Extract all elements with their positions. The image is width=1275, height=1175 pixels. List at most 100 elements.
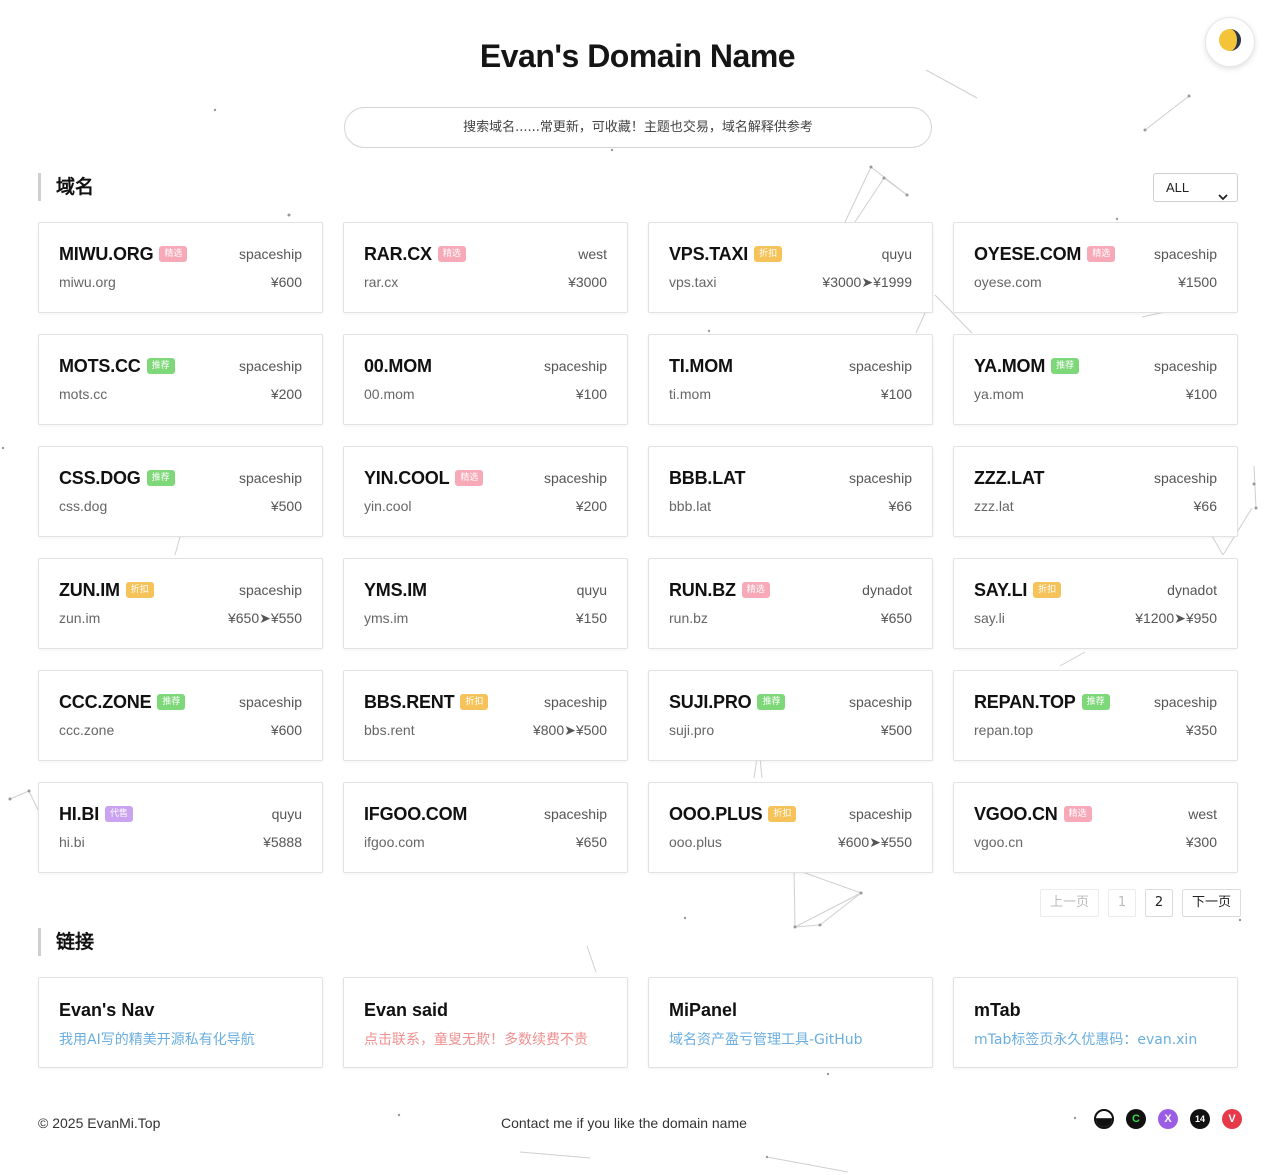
domain-lowercase: ccc.zone — [59, 722, 115, 738]
domain-lowercase: yin.cool — [364, 498, 412, 514]
domain-name-row: HI.BI 代售 — [59, 803, 134, 825]
theme-toggle-button[interactable] — [1205, 17, 1255, 67]
registrar-label: spaceship — [238, 694, 302, 710]
domain-card[interactable]: SAY.LI 折扣 dynadot say.li ¥1200➤¥950 — [953, 558, 1238, 649]
red-v-icon[interactable]: V — [1222, 1109, 1242, 1129]
domain-card[interactable]: REPAN.TOP 推荐 spaceship repan.top ¥350 — [953, 670, 1238, 761]
domain-name-row: SUJI.PRO 推荐 — [669, 691, 786, 713]
domain-name-row: OOO.PLUS 折扣 — [669, 803, 797, 825]
link-card[interactable]: mTab mTab标签页永久优惠码：evan.xin — [953, 977, 1238, 1068]
link-description[interactable]: 点击联系，童叟无欺！多数续费不贵 — [364, 1032, 588, 1048]
domain-name-row: CCC.ZONE 推荐 — [59, 691, 186, 713]
link-card[interactable]: Evan's Nav 我用AI写的精美开源私有化导航 — [38, 977, 323, 1068]
domain-name: REPAN.TOP — [974, 691, 1076, 712]
badge-jingxuan: 精选 — [437, 246, 466, 262]
registrar-label: spaceship — [1153, 246, 1217, 262]
next-page-button[interactable]: 下一页 — [1182, 889, 1241, 917]
domain-price: ¥100 — [880, 386, 912, 402]
filter-select[interactable]: ALL — [1153, 173, 1238, 202]
link-title: MiPanel — [669, 1000, 738, 1020]
registrar-label: west — [1188, 806, 1217, 822]
page-title: Evan's Domain Name — [479, 38, 796, 74]
domain-card[interactable]: YMS.IM quyu yms.im ¥150 — [343, 558, 628, 649]
domain-card[interactable]: BBS.RENT 折扣 spaceship bbs.rent ¥800➤¥500 — [343, 670, 628, 761]
domain-lowercase: zun.im — [59, 610, 101, 626]
registrar-label: quyu — [576, 582, 607, 598]
domain-price: ¥600➤¥550 — [837, 834, 912, 850]
green-c-icon[interactable]: C — [1126, 1109, 1146, 1129]
link-card[interactable]: MiPanel 域名资产盈亏管理工具-GitHub — [648, 977, 933, 1068]
domain-lowercase: ti.mom — [669, 386, 711, 402]
registrar-label: spaceship — [1153, 694, 1217, 710]
domain-lowercase: vgoo.cn — [974, 834, 1024, 850]
domain-card[interactable]: YIN.COOL 精选 spaceship yin.cool ¥200 — [343, 446, 628, 537]
domain-lowercase: oyese.com — [974, 274, 1042, 290]
domain-name-row: 00.MOM — [364, 355, 432, 377]
page-1-button[interactable]: 1 — [1108, 889, 1136, 917]
domain-price: ¥3000➤¥1999 — [822, 274, 912, 290]
domain-card[interactable]: OYESE.COM 精选 spaceship oyese.com ¥1500 — [953, 222, 1238, 313]
search-input[interactable]: 搜索域名......常更新，可收藏！主题也交易，域名解释供参考 — [344, 107, 932, 148]
link-card[interactable]: Evan said 点击联系，童叟无欺！多数续费不贵 — [343, 977, 628, 1068]
badge-tuijian: 推荐 — [146, 358, 175, 374]
domain-card[interactable]: MIWU.ORG 精选 spaceship miwu.org ¥600 — [38, 222, 323, 313]
domain-card[interactable]: SUJI.PRO 推荐 spaceship suji.pro ¥500 — [648, 670, 933, 761]
chevron-down-icon — [1218, 183, 1228, 210]
copyright-text: © 2025 EvanMi.Top — [38, 1115, 161, 1131]
domain-card[interactable]: 00.MOM spaceship 00.mom ¥100 — [343, 334, 628, 425]
domain-lowercase: css.dog — [59, 498, 108, 514]
domain-card[interactable]: HI.BI 代售 quyu hi.bi ¥5888 — [38, 782, 323, 873]
prev-page-button[interactable]: 上一页 — [1040, 889, 1099, 917]
domain-card[interactable]: BBB.LAT spaceship bbb.lat ¥66 — [648, 446, 933, 537]
registrar-label: spaceship — [543, 358, 607, 374]
registrar-label: spaceship — [848, 806, 912, 822]
domain-card[interactable]: MOTS.CC 推荐 spaceship mots.cc ¥200 — [38, 334, 323, 425]
domain-card[interactable]: RAR.CX 精选 west rar.cx ¥3000 — [343, 222, 628, 313]
domain-card[interactable]: VPS.TAXI 折扣 quyu vps.taxi ¥3000➤¥1999 — [648, 222, 933, 313]
domain-lowercase: rar.cx — [364, 274, 399, 290]
domain-card[interactable]: RUN.BZ 精选 dynadot run.bz ¥650 — [648, 558, 933, 649]
domain-grid: MIWU.ORG 精选 spaceship miwu.org ¥600 RAR.… — [38, 222, 1238, 873]
domain-name: MIWU.ORG — [59, 243, 154, 264]
domain-lowercase: 00.mom — [364, 386, 415, 402]
purple-x-icon[interactable]: X — [1158, 1109, 1178, 1129]
page-2-button[interactable]: 2 — [1145, 889, 1173, 917]
domain-card[interactable]: ZUN.IM 折扣 spaceship zun.im ¥650➤¥550 — [38, 558, 323, 649]
link-description[interactable]: mTab标签页永久优惠码：evan.xin — [974, 1032, 1198, 1048]
domain-price: ¥5888 — [263, 834, 302, 850]
domain-card[interactable]: ZZZ.LAT spaceship zzz.lat ¥66 — [953, 446, 1238, 537]
domain-card[interactable]: VGOO.CN 精选 west vgoo.cn ¥300 — [953, 782, 1238, 873]
domain-card[interactable]: OOO.PLUS 折扣 spaceship ooo.plus ¥600➤¥550 — [648, 782, 933, 873]
domain-card[interactable]: CSS.DOG 推荐 spaceship css.dog ¥500 — [38, 446, 323, 537]
domain-lowercase: miwu.org — [59, 274, 116, 290]
domain-name-row: IFGOO.COM — [364, 803, 467, 825]
domain-name: IFGOO.COM — [364, 803, 468, 824]
domain-price: ¥200 — [270, 386, 302, 402]
domain-price: ¥500 — [880, 722, 912, 738]
badge-zhekou: 折扣 — [754, 246, 783, 262]
half-circle-icon[interactable] — [1094, 1109, 1114, 1129]
registrar-label: dynadot — [862, 582, 912, 598]
link-description[interactable]: 我用AI写的精美开源私有化导航 — [59, 1032, 255, 1048]
domain-card[interactable]: YA.MOM 推荐 spaceship ya.mom ¥100 — [953, 334, 1238, 425]
domain-lowercase: ooo.plus — [669, 834, 722, 850]
link-description[interactable]: 域名资产盈亏管理工具-GitHub — [669, 1032, 863, 1048]
domain-card[interactable]: IFGOO.COM spaceship ifgoo.com ¥650 — [343, 782, 628, 873]
domain-price: ¥600 — [270, 722, 302, 738]
domain-price: ¥100 — [1185, 386, 1217, 402]
domain-card[interactable]: CCC.ZONE 推荐 spaceship ccc.zone ¥600 — [38, 670, 323, 761]
domain-price: ¥300 — [1185, 834, 1217, 850]
domain-name: 00.MOM — [364, 355, 432, 376]
domain-name: ZUN.IM — [59, 579, 120, 600]
badge-tuijian: 推荐 — [757, 694, 786, 710]
registrar-label: spaceship — [238, 582, 302, 598]
domain-name: OYESE.COM — [974, 243, 1082, 264]
domain-lowercase: suji.pro — [669, 722, 715, 738]
domain-card[interactable]: TI.MOM spaceship ti.mom ¥100 — [648, 334, 933, 425]
link-grid: Evan's Nav 我用AI写的精美开源私有化导航 Evan said 点击联… — [38, 977, 1238, 1068]
badge-jingxuan: 精选 — [159, 246, 188, 262]
domain-section-heading: 域名 — [38, 173, 94, 201]
number-14-icon[interactable]: 14 — [1190, 1109, 1210, 1129]
domain-name: RUN.BZ — [669, 579, 736, 600]
badge-zhekou: 折扣 — [768, 806, 797, 822]
